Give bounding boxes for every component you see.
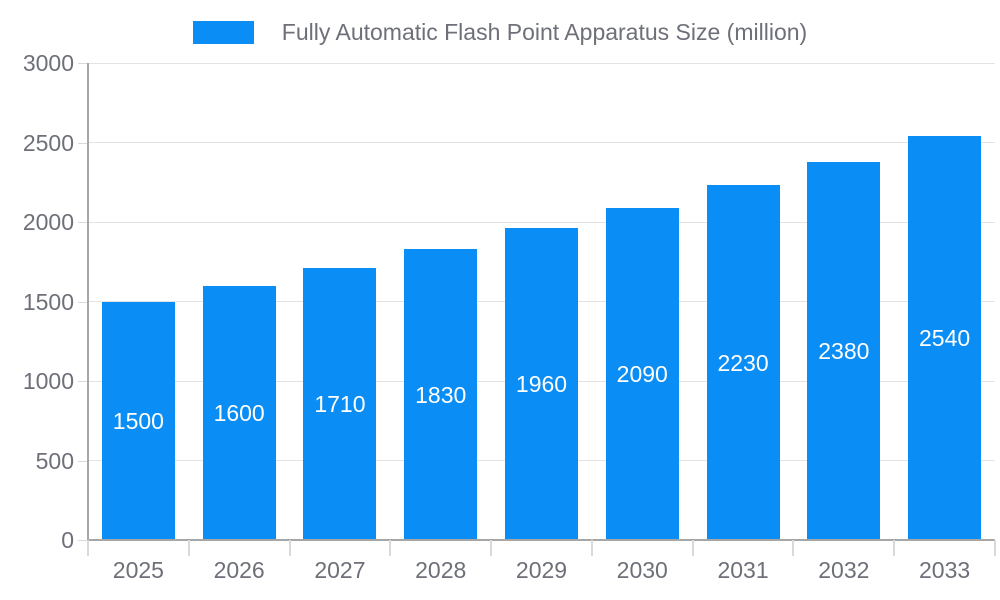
bar-2033[interactable]: 2540 — [908, 136, 982, 540]
y-axis-tick — [78, 460, 88, 462]
bar-2031[interactable]: 2230 — [706, 185, 780, 540]
x-axis-tick — [590, 540, 593, 556]
bar-2026[interactable]: 1600 — [202, 285, 276, 540]
y-axis-tick — [78, 63, 88, 64]
x-axis-label: 2027 — [314, 557, 366, 583]
x-axis-tick — [490, 540, 493, 556]
x-axis-label: 2029 — [515, 557, 568, 583]
bar-value-label: 1500 — [112, 407, 164, 434]
x-axis-label: 2025 — [112, 557, 164, 583]
y-axis-tick — [78, 540, 88, 541]
y-axis-tick — [78, 301, 88, 303]
x-axis-tick — [893, 540, 896, 556]
y-axis-tick — [78, 381, 88, 382]
gridline — [88, 221, 995, 223]
bar-value-label: 1960 — [515, 371, 568, 398]
y-axis-label: 1000 — [22, 368, 74, 394]
y-axis-line — [87, 63, 89, 542]
x-axis-tick — [288, 540, 291, 556]
bar-2029[interactable]: 1960 — [505, 228, 578, 540]
y-axis-tick — [78, 142, 88, 144]
y-axis-label: 3000 — [22, 50, 74, 76]
bar-2027[interactable]: 1710 — [303, 268, 377, 540]
x-axis-tick — [87, 540, 89, 556]
y-axis-label: 1500 — [22, 288, 74, 315]
y-axis-label: 500 — [35, 447, 74, 474]
x-axis-tick — [691, 540, 694, 556]
bar-value-label: 2230 — [717, 349, 769, 376]
bar-2028[interactable]: 1830 — [404, 249, 478, 540]
plot-area: 1500 1600 1710 1830 1960 2090 2230 2380 2540 — [88, 62, 995, 540]
y-axis-label: 2000 — [22, 209, 74, 235]
x-axis-label: 2033 — [919, 557, 971, 583]
y-axis-tick — [78, 222, 88, 223]
x-axis-tick — [994, 540, 996, 556]
chart-legend[interactable]: Fully Automatic Flash Point Apparatus Si… — [0, 19, 1000, 45]
x-axis-label: 2032 — [818, 557, 870, 583]
bar-value-label: 2540 — [919, 325, 971, 352]
bar-2025[interactable]: 1500 — [101, 301, 175, 540]
x-axis-label: 2031 — [717, 557, 769, 583]
bar-2030[interactable]: 2090 — [605, 207, 679, 540]
bar-value-label: 1710 — [314, 391, 366, 418]
legend-label: Fully Automatic Flash Point Apparatus Si… — [281, 19, 808, 45]
x-axis-tick — [792, 540, 795, 556]
y-axis-label: 0 — [61, 527, 74, 553]
bar-value-label: 1600 — [213, 399, 265, 426]
y-axis-label: 2500 — [22, 129, 74, 156]
bar-value-label: 2090 — [616, 360, 668, 387]
gridline — [88, 142, 995, 143]
x-axis-tick — [187, 540, 190, 556]
x-axis-line — [88, 539, 995, 541]
bar-2032[interactable]: 2380 — [807, 161, 881, 540]
x-axis-label: 2028 — [415, 557, 467, 583]
gridline — [88, 62, 995, 64]
bar-value-label: 2380 — [818, 337, 870, 364]
x-axis-label: 2030 — [616, 557, 668, 583]
bar-value-label: 1830 — [415, 381, 467, 408]
x-axis-tick — [389, 540, 392, 556]
legend-swatch-icon — [192, 20, 254, 44]
x-axis-label: 2026 — [213, 557, 265, 583]
